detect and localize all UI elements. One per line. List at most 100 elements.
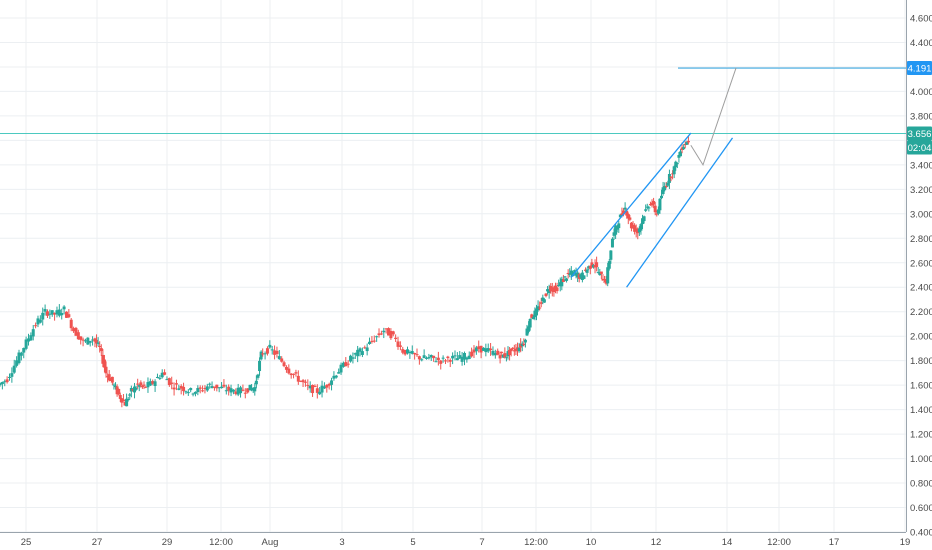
candle-body: [346, 363, 350, 365]
candle-body: [604, 278, 608, 284]
candle-body: [258, 360, 262, 372]
candle-body: [306, 384, 310, 386]
candle-body: [403, 349, 407, 355]
candle-body: [615, 225, 619, 230]
y-tick-label: 1.600: [910, 381, 932, 392]
candle-body: [186, 392, 190, 394]
candle-body: [520, 343, 524, 347]
candle-body: [462, 352, 466, 360]
candle-body: [389, 330, 393, 339]
candle-body: [441, 357, 445, 359]
candle-body: [628, 217, 632, 220]
candle-body: [115, 386, 119, 395]
candle-body: [196, 388, 200, 393]
candle-body: [491, 350, 495, 355]
candle-body: [22, 347, 26, 353]
candle-body: [474, 347, 478, 352]
candle-body: [292, 373, 296, 375]
candle-body: [652, 201, 656, 205]
candle-body: [353, 353, 357, 355]
candle-body: [277, 356, 281, 360]
candle-body: [174, 383, 178, 385]
channel-lower-line: [626, 137, 734, 288]
candle-body: [639, 224, 643, 231]
candle-body: [436, 357, 440, 361]
candle-body: [596, 272, 600, 274]
candle-body: [645, 206, 649, 208]
candle-body: [672, 166, 676, 175]
x-tick-label: 25: [21, 537, 32, 548]
candle-body: [24, 339, 28, 349]
candle-body: [455, 358, 459, 361]
x-tick-label: 14: [722, 537, 733, 548]
x-tick-label: 29: [162, 537, 173, 548]
channel-upper-line: [570, 132, 692, 278]
candle-body: [512, 350, 516, 352]
candle-body: [511, 347, 515, 349]
candle-body: [606, 267, 610, 284]
candle-body: [241, 389, 245, 391]
candle-body: [661, 187, 665, 195]
candle-body: [72, 328, 76, 332]
candle-body: [633, 225, 637, 232]
candle-body: [580, 272, 584, 280]
candle-body: [98, 345, 102, 347]
candle-body: [256, 374, 260, 378]
price-badge-bg: [907, 126, 932, 141]
candle-body: [332, 375, 336, 379]
candle-body: [585, 269, 589, 273]
candle-body: [465, 357, 469, 360]
candle-body: [170, 382, 174, 384]
candle-body: [522, 343, 526, 345]
candle-body: [112, 384, 116, 386]
candle-body: [254, 380, 258, 385]
candle-body: [339, 364, 343, 373]
candle-body: [205, 386, 209, 391]
candle-body: [546, 289, 550, 292]
candle-body: [618, 214, 622, 218]
candle-body: [650, 202, 654, 206]
candle-body: [10, 373, 14, 377]
candle-body: [561, 279, 565, 282]
candle-body: [137, 385, 141, 387]
x-tick-label: 17: [829, 537, 840, 548]
y-tick-label: 1.800: [910, 356, 932, 367]
candle-body: [251, 388, 255, 391]
candle-body: [120, 398, 124, 403]
candle-body: [344, 362, 348, 367]
candle-body: [470, 351, 474, 357]
candle-body: [144, 386, 148, 388]
candle-body: [83, 340, 87, 342]
candle-body: [268, 344, 272, 348]
candle-body: [479, 345, 483, 353]
y-tick-label: 0.600: [910, 503, 932, 514]
candle-body: [534, 308, 538, 316]
candle-body: [0, 382, 4, 385]
candle-body: [104, 366, 108, 374]
x-tick-label: 12:00: [209, 537, 233, 548]
candle-body: [212, 386, 216, 388]
candle-body: [121, 399, 125, 401]
candle-body: [26, 338, 30, 342]
candle-body: [146, 382, 150, 388]
candle-body: [653, 205, 657, 213]
x-tick-label: 12:00: [524, 537, 548, 548]
candle-body: [517, 347, 521, 352]
target-badge-bg: [907, 61, 932, 76]
candle-body: [642, 216, 646, 222]
candle-body: [501, 354, 505, 358]
candle-body: [62, 306, 66, 310]
candle-body: [365, 347, 369, 352]
candle-body: [318, 391, 322, 395]
x-tick-label: Aug: [262, 537, 279, 548]
candle-body: [315, 388, 319, 393]
candle-body: [451, 355, 455, 359]
candle-body: [623, 207, 627, 210]
countdown-badge: 02:04: [907, 140, 932, 155]
candle-body: [614, 225, 618, 235]
target-badge: 4.191: [907, 61, 932, 76]
candle-body: [508, 349, 512, 356]
candle-body: [391, 331, 395, 335]
candle-body: [667, 173, 671, 183]
